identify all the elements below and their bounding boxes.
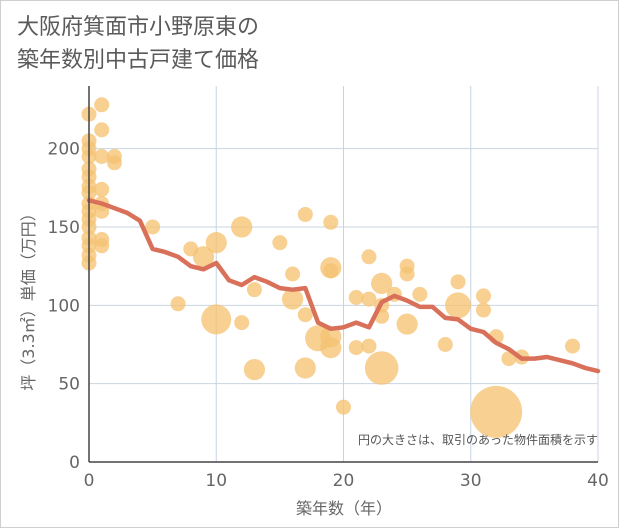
data-point bbox=[94, 122, 110, 138]
data-point bbox=[205, 232, 227, 254]
data-point bbox=[170, 296, 186, 312]
x-tick-label: 20 bbox=[333, 471, 355, 491]
data-point bbox=[348, 290, 364, 305]
data-point bbox=[470, 385, 523, 438]
chart-title: 大阪府箕面市小野原東の 築年数別中古戸建て価格 bbox=[17, 11, 259, 77]
data-point bbox=[272, 235, 288, 251]
data-point bbox=[475, 302, 491, 318]
data-point bbox=[412, 286, 428, 302]
data-point bbox=[450, 274, 466, 290]
data-point bbox=[246, 282, 262, 298]
x-tick-label: 0 bbox=[84, 471, 95, 491]
axes: 0 10 20 30 40 0 50 100 150 200 bbox=[48, 86, 609, 491]
data-point bbox=[371, 272, 393, 295]
data-point bbox=[234, 315, 250, 331]
data-point bbox=[361, 291, 377, 307]
data-point bbox=[565, 338, 581, 354]
data-point bbox=[94, 181, 110, 197]
x-tick-label: 30 bbox=[460, 471, 482, 491]
data-point bbox=[437, 337, 453, 352]
data-point bbox=[294, 357, 316, 379]
data-point bbox=[320, 337, 342, 359]
size-note: 円の大きさは、取引のあった物件面積を示す bbox=[358, 432, 598, 447]
title-line-1: 大阪府箕面市小野原東の bbox=[17, 15, 260, 40]
data-point bbox=[231, 216, 253, 238]
data-point bbox=[361, 338, 377, 354]
data-point bbox=[285, 266, 301, 282]
x-tick-label: 10 bbox=[205, 471, 227, 491]
x-tick-label: 40 bbox=[587, 471, 609, 491]
data-point bbox=[297, 206, 313, 222]
data-point bbox=[348, 340, 364, 356]
y-tick-label: 0 bbox=[69, 453, 80, 473]
title-line-2: 築年数別中古戸建て価格 bbox=[17, 48, 260, 73]
y-tick-label: 50 bbox=[58, 375, 80, 395]
data-point bbox=[501, 351, 517, 367]
data-point bbox=[323, 214, 339, 230]
data-point bbox=[106, 155, 122, 171]
data-point bbox=[281, 288, 304, 310]
trend-line-group bbox=[86, 198, 601, 374]
data-point bbox=[323, 263, 339, 279]
data-point bbox=[336, 399, 351, 415]
data-point bbox=[94, 203, 110, 219]
bubbles bbox=[81, 97, 581, 438]
data-point bbox=[243, 358, 266, 381]
data-point bbox=[475, 288, 491, 304]
data-point bbox=[201, 304, 232, 335]
y-tick-label: 100 bbox=[48, 296, 80, 316]
data-point bbox=[361, 249, 377, 265]
data-point bbox=[145, 219, 161, 235]
y-axis-label: 坪（3.3㎡）単価（万円） bbox=[19, 205, 38, 390]
data-point bbox=[94, 97, 110, 113]
trend-line bbox=[86, 198, 601, 374]
data-point bbox=[364, 351, 399, 385]
data-point bbox=[94, 238, 110, 254]
data-point bbox=[445, 292, 472, 319]
data-point bbox=[94, 149, 110, 164]
y-tick-label: 150 bbox=[48, 218, 80, 238]
data-point bbox=[399, 266, 415, 282]
data-point bbox=[396, 313, 418, 335]
data-point bbox=[297, 307, 313, 323]
x-axis-label: 築年数（年） bbox=[296, 499, 392, 518]
y-tick-label: 200 bbox=[48, 140, 80, 160]
data-point bbox=[192, 246, 215, 268]
